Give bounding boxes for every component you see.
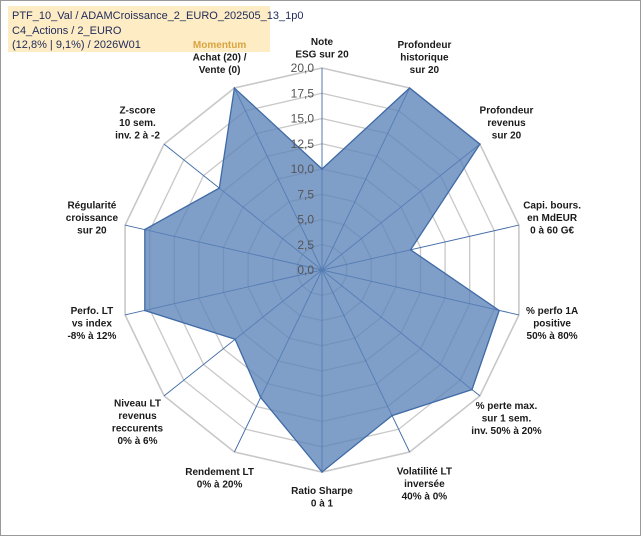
axis-label-8-line-0: Rendement LT xyxy=(185,467,254,478)
axis-label-9-line-1: revenus xyxy=(118,411,157,422)
tick-label-0: 0,0 xyxy=(297,263,314,277)
axis-label-9-line-3: 0% à 6% xyxy=(117,436,157,447)
axis-label-3: Capi. bours.en MdEUR 0 à 60 G€ xyxy=(523,201,581,237)
axis-label-0: Note ESG sur 20 xyxy=(295,37,349,61)
data-point-4 xyxy=(498,309,501,312)
data-point-9 xyxy=(234,338,236,341)
axis-label-7-line-1: 0 à 1 xyxy=(311,499,334,510)
axis-label-2-line-1: revenus xyxy=(487,118,526,129)
axis-label-11-line-1: croissance xyxy=(66,213,119,224)
tick-label-1: 2,5 xyxy=(297,238,314,252)
tick-label-2: 5,0 xyxy=(297,213,314,227)
axis-label-10-line-0: Perfo. LT xyxy=(71,306,114,317)
info-line-category: C4_Actions / 2_EURO xyxy=(12,24,122,37)
info-box: PTF_10_Val / ADAMCroissance_2_EURO_20250… xyxy=(8,6,304,52)
data-point-8 xyxy=(259,396,262,399)
tick-label-8: 20,0 xyxy=(291,61,315,75)
axis-label-11-line-2: sur 20 xyxy=(77,226,107,237)
tick-label-4: 10,0 xyxy=(291,162,315,176)
axis-label-13-line-0: Momentum xyxy=(193,40,246,51)
info-line-portfolio: PTF_10_Val / ADAMCroissance_2_EURO_20250… xyxy=(12,10,304,22)
axis-label-12-line-2: inv. 2 à -2 xyxy=(115,131,160,142)
tick-label-6: 15,0 xyxy=(291,112,315,126)
data-point-7 xyxy=(321,471,323,473)
axis-label-3-line-1: en MdEUR xyxy=(527,213,578,224)
axis-label-1-line-0: Profondeur xyxy=(397,40,451,51)
axis-label-7-line-0: Ratio Sharpe xyxy=(291,486,353,497)
axis-label-9-line-2: reccurents xyxy=(112,424,164,435)
data-point-5 xyxy=(471,388,473,391)
axis-label-8-line-1: 0% à 20% xyxy=(197,480,243,491)
axis-label-0-line-1: ESG sur 20 xyxy=(295,50,349,61)
axis-label-2-line-0: Profondeur xyxy=(480,106,534,117)
axis-label-12-line-0: Z-score xyxy=(119,106,156,117)
data-point-13 xyxy=(233,87,236,89)
axis-label-10-line-1: vs index xyxy=(72,318,112,329)
tick-label-3: 7,5 xyxy=(297,187,314,201)
radar-series xyxy=(144,86,501,473)
axis-label-4-line-1: positive xyxy=(533,318,571,329)
axis-label-4-line-2: 50% à 80% xyxy=(527,331,578,342)
axis-label-5-line-2: inv. 50% à 20% xyxy=(471,426,542,437)
axis-label-1-line-1: historique xyxy=(400,52,449,63)
axis-label-2-line-2: sur 20 xyxy=(492,131,522,142)
axis-label-6-line-1: inversée xyxy=(404,479,445,490)
axis-label-3-line-2: 0 à 60 G€ xyxy=(530,226,574,237)
axis-label-13-line-1: Achat (20) / xyxy=(193,52,247,63)
axis-label-0-line-0: Note xyxy=(311,37,334,48)
tick-label-5: 12,5 xyxy=(291,137,315,151)
axis-label-12-line-1: 10 sem. xyxy=(119,118,156,129)
info-line-performance: (12,8% | 9,1%) / 2026W01 xyxy=(12,39,141,51)
axis-label-5-line-1: sur 1 sem. xyxy=(482,413,532,424)
axis-label-13-line-2: Vente (0) xyxy=(199,65,241,76)
data-point-6 xyxy=(391,414,393,417)
data-point-2 xyxy=(479,143,481,145)
data-point-0 xyxy=(321,168,323,170)
radar-tick-labels: 0,0 2,5 5,0 7,5 10,0 12,5 15,0 17,5 20,0 xyxy=(291,61,315,277)
axis-label-9-line-0: Niveau LT xyxy=(114,399,161,410)
data-point-10 xyxy=(144,309,146,312)
axis-label-4-line-0: % perfo 1A xyxy=(526,306,578,317)
axis-label-11-line-0: Régularité xyxy=(67,201,116,212)
axis-label-5-line-0: % perte max. xyxy=(476,401,538,412)
data-point-12 xyxy=(218,187,221,189)
axis-label-7: Ratio Sharpe 0 à 1 xyxy=(291,486,353,510)
axis-label-3-line-0: Capi. bours. xyxy=(523,201,581,212)
tick-label-7: 17,5 xyxy=(291,86,315,100)
data-point-1 xyxy=(408,87,411,89)
axis-label-5: % perte max.sur 1 sem. inv. 50% à 20% xyxy=(471,401,542,437)
axis-label-8: Rendement LT 0% à 20% xyxy=(185,467,254,491)
axis-label-10-line-2: -8% à 12% xyxy=(67,331,116,342)
axis-label-1-line-2: sur 20 xyxy=(410,65,440,76)
data-point-11 xyxy=(144,228,146,231)
axis-label-6-line-2: 40% à 0% xyxy=(402,492,448,503)
data-point-3 xyxy=(409,249,412,251)
axis-label-6-line-0: Volatilité LT xyxy=(397,467,452,478)
